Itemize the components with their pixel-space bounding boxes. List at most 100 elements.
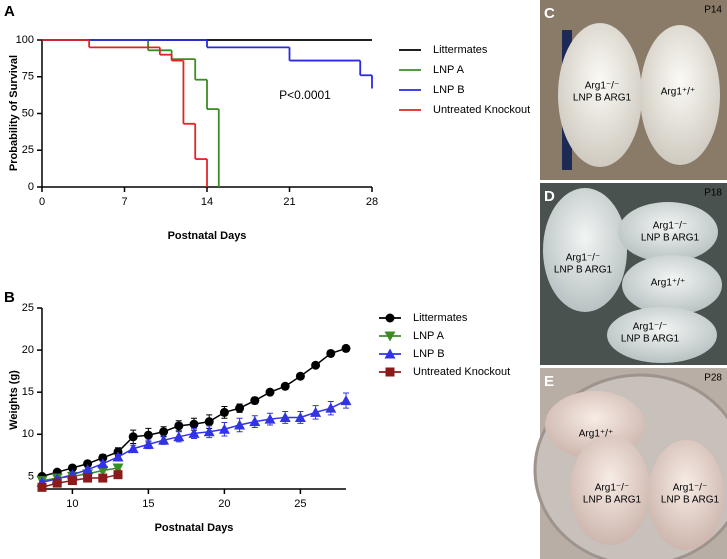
marker [189, 419, 199, 429]
marker [67, 476, 77, 486]
marker [280, 381, 290, 391]
x-tick-label: 21 [283, 196, 295, 208]
marker [128, 432, 138, 442]
mouse [607, 307, 717, 363]
annotation: P<0.0001 [279, 88, 331, 102]
marker [341, 343, 351, 353]
marker [203, 426, 215, 437]
x-tick-label: 14 [201, 196, 213, 208]
marker [173, 431, 185, 442]
marker [174, 421, 184, 431]
marker [384, 331, 396, 342]
marker [234, 419, 246, 430]
genotype-label: LNP B ARG1 [621, 334, 680, 345]
y-axis-label: Weights (g) [8, 370, 20, 430]
legend-label: LNP B [433, 84, 465, 96]
photo-age: P18 [704, 188, 722, 199]
marker [249, 416, 261, 427]
marker [384, 348, 396, 359]
y-tick-label: 75 [22, 71, 34, 83]
marker [98, 473, 108, 483]
marker [82, 464, 94, 475]
y-tick-label: 5 [28, 470, 34, 482]
genotype-label: Arg1⁻/⁻ [653, 221, 687, 232]
x-axis-label: Postnatal Days [155, 522, 234, 534]
marker [127, 443, 139, 454]
x-tick-label: 25 [294, 498, 306, 510]
y-axis-label: Probability of Survival [8, 55, 20, 171]
marker [112, 463, 124, 474]
marker [264, 413, 276, 424]
marker [158, 434, 170, 445]
marker [294, 411, 306, 422]
marker [385, 367, 395, 377]
marker [188, 427, 200, 438]
y-tick-label: 100 [16, 34, 34, 46]
mouse [640, 25, 720, 165]
y-tick-label: 15 [22, 386, 34, 398]
panel-letter: A [4, 3, 15, 20]
legend-label: Untreated Knockout [433, 104, 530, 116]
y-tick-label: 10 [22, 428, 34, 440]
marker [112, 451, 124, 462]
marker [311, 360, 321, 370]
x-tick-label: 10 [66, 498, 78, 510]
marker [113, 470, 123, 480]
mouse [622, 255, 722, 315]
photo-age: P14 [704, 5, 722, 16]
marker [310, 406, 322, 417]
y-tick-label: 25 [22, 302, 34, 314]
genotype-label: Arg1⁻/⁻ [633, 322, 667, 333]
y-tick-label: 25 [22, 144, 34, 156]
y-tick-label: 50 [22, 107, 34, 119]
genotype-label: LNP B ARG1 [583, 495, 642, 506]
genotype-label: Arg1⁺/⁺ [579, 429, 613, 440]
y-tick-label: 0 [28, 181, 34, 193]
legend-label: LNP B [413, 348, 445, 360]
photo-panel-letter: D [544, 188, 555, 205]
marker [204, 417, 214, 427]
marker [143, 430, 153, 440]
legend-label: Littermates [433, 44, 488, 56]
marker [326, 348, 336, 358]
genotype-label: Arg1⁺/⁺ [651, 278, 685, 289]
genotype-label: LNP B ARG1 [641, 233, 700, 244]
legend-label: Littermates [413, 312, 468, 324]
x-tick-label: 20 [218, 498, 230, 510]
marker [52, 478, 62, 488]
x-axis-label: Postnatal Days [168, 230, 247, 242]
x-tick-label: 7 [121, 196, 127, 208]
marker [83, 459, 93, 469]
mouse [618, 202, 718, 262]
marker [37, 482, 47, 492]
genotype-label: LNP B ARG1 [661, 495, 720, 506]
genotype-label: Arg1⁻/⁻ [585, 81, 619, 92]
genotype-label: Arg1⁻/⁻ [566, 253, 600, 264]
mouse [543, 188, 627, 312]
genotype-label: LNP B ARG1 [573, 93, 632, 104]
mouse [570, 435, 650, 545]
marker [159, 427, 169, 437]
panel-letter: B [4, 289, 15, 306]
legend-label: Untreated Knockout [413, 366, 510, 378]
photo-panel-letter: E [544, 373, 554, 390]
marker [385, 313, 395, 323]
marker [325, 402, 337, 413]
marker [340, 395, 352, 406]
marker [67, 463, 77, 473]
marker [265, 387, 275, 397]
x-tick-label: 0 [39, 196, 45, 208]
genotype-label: LNP B ARG1 [554, 265, 613, 276]
marker [142, 438, 154, 449]
genotype-label: Arg1⁺/⁺ [661, 87, 695, 98]
genotype-label: Arg1⁻/⁻ [595, 483, 629, 494]
marker [295, 371, 305, 381]
marker [279, 411, 291, 422]
marker [97, 465, 109, 476]
marker [219, 407, 229, 417]
marker [83, 473, 93, 483]
y-tick-label: 20 [22, 344, 34, 356]
legend-label: LNP A [413, 330, 445, 342]
marker [250, 396, 260, 406]
